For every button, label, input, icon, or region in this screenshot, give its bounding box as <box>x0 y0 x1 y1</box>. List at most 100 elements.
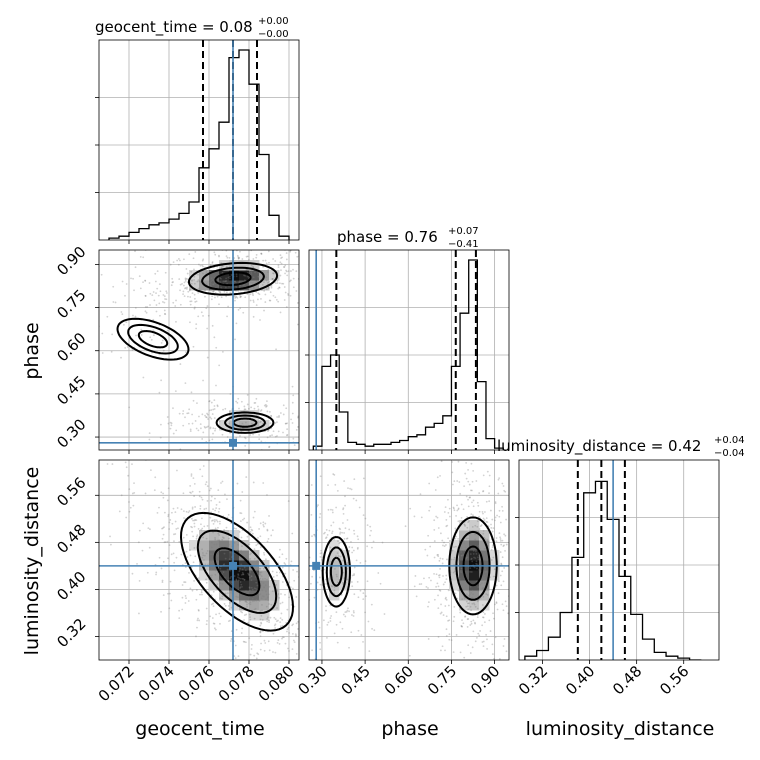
sample-point <box>215 503 218 506</box>
sample-point <box>280 612 283 615</box>
sample-point <box>181 608 184 611</box>
sample-point <box>345 537 348 540</box>
sample-point <box>346 563 349 566</box>
sample-point <box>142 522 145 525</box>
sample-point <box>364 560 367 562</box>
sample-point <box>277 593 280 595</box>
sample-point <box>243 408 246 411</box>
sample-point <box>189 428 192 431</box>
sample-point <box>190 282 193 285</box>
sample-point <box>361 652 363 654</box>
sample-point <box>346 620 348 622</box>
sample-point <box>436 554 439 556</box>
sample-point <box>228 543 231 546</box>
sample-point <box>271 529 274 532</box>
sample-point <box>342 508 344 511</box>
sample-point <box>299 566 301 568</box>
sample-point <box>248 589 251 592</box>
sample-point <box>235 436 238 439</box>
sample-point <box>249 293 252 296</box>
sample-point <box>348 549 351 552</box>
sample-point <box>236 482 239 485</box>
sample-point <box>257 572 260 574</box>
sample-point <box>197 279 200 281</box>
x-tick-label: 0.080 <box>255 662 298 705</box>
sample-point <box>462 508 465 511</box>
sample-point <box>364 611 367 614</box>
sample-point <box>472 662 474 664</box>
sample-point <box>203 559 205 561</box>
sample-point <box>486 559 489 561</box>
sample-point <box>346 519 349 521</box>
sample-point <box>223 290 226 293</box>
sample-point <box>205 283 208 285</box>
sample-point <box>462 549 465 552</box>
density-cell <box>249 410 260 421</box>
sample-point <box>177 263 180 266</box>
density-cell <box>219 260 230 271</box>
sample-point <box>282 404 285 407</box>
sample-point <box>488 619 491 622</box>
sample-point <box>200 528 203 531</box>
sample-point <box>211 520 213 522</box>
sample-point <box>418 583 421 586</box>
density-cell <box>219 580 230 591</box>
sample-point <box>171 277 174 280</box>
sample-point <box>264 259 267 262</box>
sample-point <box>187 295 189 298</box>
sample-point <box>266 247 268 249</box>
sample-point <box>475 580 478 583</box>
sample-point <box>201 527 204 530</box>
sample-point <box>283 266 286 268</box>
sample-point <box>184 287 187 289</box>
sample-point <box>166 416 169 418</box>
sample-point <box>467 521 470 524</box>
sample-point <box>189 549 191 552</box>
sample-point <box>202 265 204 268</box>
sample-point <box>132 504 135 507</box>
sample-point <box>211 262 214 264</box>
sample-point <box>236 401 239 404</box>
sample-point <box>274 651 277 654</box>
sample-point <box>471 480 474 483</box>
sample-point <box>435 573 438 576</box>
sample-point <box>336 581 339 584</box>
sample-point <box>450 639 453 642</box>
sample-point <box>483 547 486 550</box>
sample-point <box>311 535 313 538</box>
sample-point <box>190 475 193 477</box>
density-cell <box>229 530 240 541</box>
density-cell <box>449 570 460 581</box>
sample-point <box>249 601 252 604</box>
sample-point <box>350 541 352 543</box>
sample-point <box>186 453 188 455</box>
sample-point <box>288 632 290 634</box>
sample-point <box>495 584 498 587</box>
sample-point <box>226 315 228 318</box>
sample-point <box>445 615 448 618</box>
sample-point <box>218 507 221 510</box>
sample-point <box>197 609 200 611</box>
sample-point <box>347 607 349 610</box>
sample-point <box>469 605 472 608</box>
sample-point <box>155 233 157 235</box>
sample-point <box>277 619 279 622</box>
density-cell <box>219 530 230 541</box>
sample-point <box>163 309 166 312</box>
sample-point <box>494 516 497 519</box>
density-contour <box>127 323 179 355</box>
sample-point <box>516 598 518 600</box>
sample-point <box>243 405 246 408</box>
sample-point <box>351 614 353 616</box>
sample-point <box>216 539 219 542</box>
sample-point <box>267 596 269 598</box>
sample-point <box>292 437 295 440</box>
sample-point <box>420 583 423 585</box>
sample-point <box>480 716 482 718</box>
sample-point <box>234 285 237 288</box>
sample-point <box>472 593 474 596</box>
sample-point <box>259 421 261 424</box>
sample-point <box>276 416 279 418</box>
sample-point <box>251 529 254 532</box>
sample-point <box>169 519 172 521</box>
